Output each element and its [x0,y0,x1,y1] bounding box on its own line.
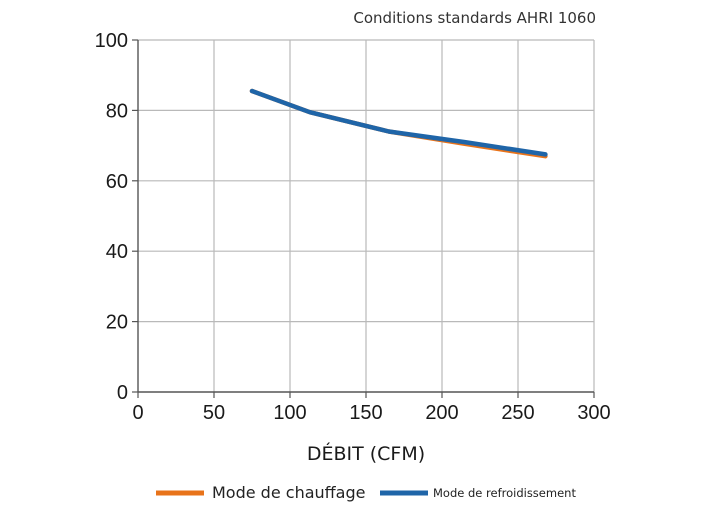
y-tick-label: 40 [106,241,128,263]
legend-label-cooling: Mode de refroidissement [433,486,576,500]
chart-title: Conditions standards AHRI 1060 [353,9,596,27]
legend: Mode de chauffage Mode de refroidissement [156,483,576,502]
x-tick-label: 150 [349,402,382,424]
axes [132,39,595,398]
series-lines [249,88,548,159]
x-tick-label: 50 [203,402,225,424]
x-axis-label: DÉBIT (CFM) [307,442,425,465]
y-tick-label: 20 [106,312,128,334]
y-tick-label: 60 [106,171,128,193]
x-tick-label: 200 [425,402,458,424]
y-tick-labels: 0 20 40 60 80 100 [95,30,128,404]
x-tick-label: 300 [577,402,610,424]
x-tick-label: 250 [501,402,534,424]
x-tick-labels: 0 50 100 150 200 250 300 [132,402,610,424]
series-line-cooling [249,88,548,157]
y-tick-label: 0 [117,382,128,404]
x-tick-label: 100 [273,402,306,424]
y-tick-label: 80 [106,100,128,122]
x-tick-label: 0 [132,402,143,424]
y-tick-label: 100 [95,30,128,52]
legend-label-heating: Mode de chauffage [212,483,365,502]
grid [138,39,595,392]
